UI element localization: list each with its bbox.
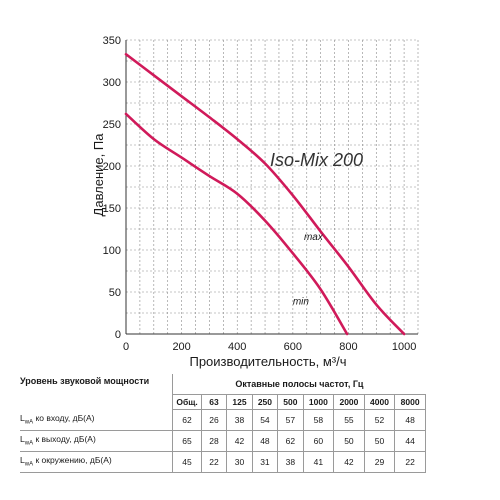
x-tick-label: 0 xyxy=(123,341,129,353)
table-cell: 30 xyxy=(226,450,253,473)
row-label: LwA ко входу, дБ(А) xyxy=(20,409,173,431)
y-tick-label: 150 xyxy=(103,203,121,215)
curve-label-max: max xyxy=(304,232,324,243)
curve-label-min: min xyxy=(293,297,310,308)
grid xyxy=(126,39,419,334)
table-cell: 57 xyxy=(277,409,304,431)
table-cell: 48 xyxy=(251,429,279,452)
table-cell: 31 xyxy=(251,450,279,473)
band-header: 125 xyxy=(226,394,253,410)
y-tick-label: 50 xyxy=(109,287,121,299)
table-row: LwA к окружению, дБ(А) 45 22 30 31 38 41 42 29 22 xyxy=(20,450,426,473)
table-group-header: Октавные полосы частот, Гц xyxy=(172,374,426,395)
x-axis-title: Производительность, м³/ч xyxy=(189,354,346,369)
x-tick-label: 800 xyxy=(339,341,357,353)
series: max min xyxy=(124,52,406,336)
y-tick-label: 0 xyxy=(115,329,121,341)
x-tick-label: 400 xyxy=(228,341,246,353)
table-body: LwA ко входу, дБ(А) 62 26 38 54 57 58 55 52 48 LwA… xyxy=(20,409,426,473)
x-tick-label: 200 xyxy=(172,341,190,353)
table-cell: 62 xyxy=(277,429,304,452)
row-label: LwA к окружению, дБ(А) xyxy=(20,451,173,473)
axes xyxy=(125,40,418,335)
table-cell: 54 xyxy=(251,409,279,431)
table-cell: 62 xyxy=(172,409,202,431)
table-cell: 42 xyxy=(333,450,365,473)
band-header: 1000 xyxy=(302,394,335,410)
table-cell: 28 xyxy=(200,429,228,452)
band-header: 8000 xyxy=(394,394,426,410)
table-cell: 45 xyxy=(172,450,202,473)
band-header: 4000 xyxy=(363,394,396,410)
table-cell: 41 xyxy=(302,450,335,473)
tick-labels: 0 200 400 600 800 1000 0 50 100 150 200 250 300 350 xyxy=(103,35,417,353)
table-cell: 50 xyxy=(363,429,396,452)
table-cell: 29 xyxy=(363,450,396,473)
y-tick-label: 200 xyxy=(103,161,121,173)
table-cell: 44 xyxy=(394,429,426,452)
x-tick-label: 1000 xyxy=(392,341,416,353)
curve-min xyxy=(124,112,349,336)
table-cell: 26 xyxy=(200,409,228,431)
y-axis-title: Давление, Па xyxy=(91,133,106,217)
table-row: LwA к выходу, дБ(А) 65 28 42 48 62 60 50 50 44 xyxy=(20,429,426,452)
table-cell: 60 xyxy=(302,429,335,452)
table-cell: 38 xyxy=(226,409,253,431)
table-left-header: Уровень звуковой мощности xyxy=(20,376,150,386)
table-cell: 50 xyxy=(333,429,365,452)
table-cell: 38 xyxy=(277,450,304,473)
y-tick-label: 250 xyxy=(103,119,121,131)
curve-max xyxy=(124,52,406,336)
band-header: 250 xyxy=(251,394,279,410)
band-header-row: Общ. 63 125 250 500 1000 2000 4000 8000 xyxy=(20,394,426,410)
table-cell: 42 xyxy=(226,429,253,452)
table-cell: 48 xyxy=(394,409,426,431)
x-tick-label: 600 xyxy=(284,341,302,353)
chart-title: Iso-Mix 200 xyxy=(270,150,363,170)
table-row: LwA ко входу, дБ(А) 62 26 38 54 57 58 55 52 48 xyxy=(20,409,426,431)
row-label: LwA к выходу, дБ(А) xyxy=(20,430,173,452)
sound-power-table: Уровень звуковой мощности Октавные полос… xyxy=(20,374,426,473)
table-cell: 55 xyxy=(333,409,365,431)
y-tick-label: 300 xyxy=(103,77,121,89)
pressure-flow-chart: 0 200 400 600 800 1000 0 50 100 150 200 250 300 350 m… xyxy=(91,35,419,369)
table-cell: 58 xyxy=(302,409,335,431)
y-tick-label: 350 xyxy=(103,35,121,47)
band-header: 500 xyxy=(277,394,304,410)
table-cell: 22 xyxy=(200,450,228,473)
table-cell: 22 xyxy=(394,450,426,473)
table-cell: 52 xyxy=(363,409,396,431)
band-header: Общ. xyxy=(172,394,202,410)
table-cell: 65 xyxy=(172,429,202,452)
band-header: 2000 xyxy=(333,394,365,410)
y-tick-label: 100 xyxy=(103,245,121,257)
band-header: 63 xyxy=(200,394,228,410)
